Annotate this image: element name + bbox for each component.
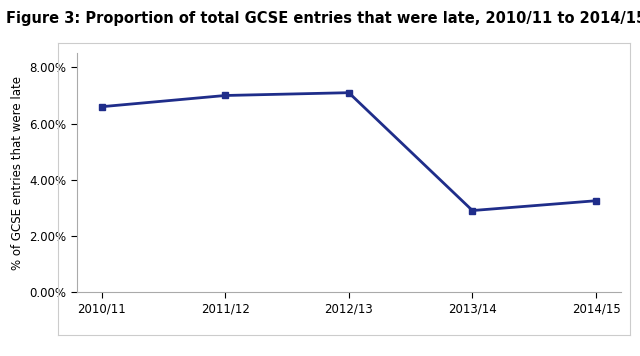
Y-axis label: % of GCSE entries that were late: % of GCSE entries that were late bbox=[11, 76, 24, 269]
Text: Figure 3: Proportion of total GCSE entries that were late, 2010/11 to 2014/15: Figure 3: Proportion of total GCSE entri… bbox=[6, 11, 640, 26]
